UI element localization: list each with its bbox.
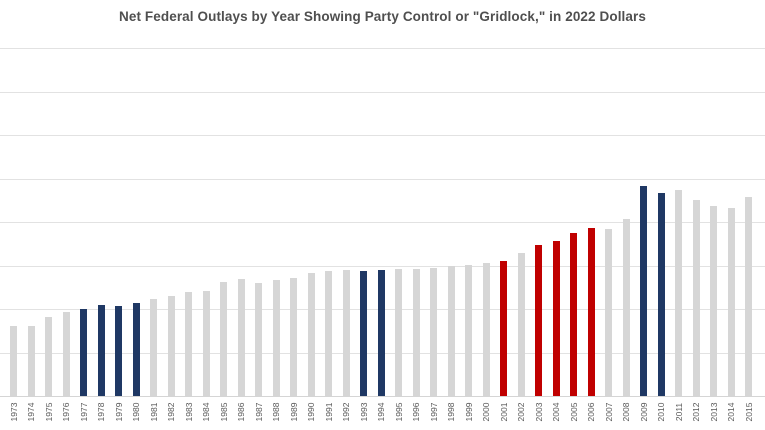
x-axis-label-2014: 2014 (726, 402, 736, 422)
x-axis-label-1991: 1991 (323, 402, 334, 422)
bar-1979 (115, 305, 122, 396)
x-axis-label-1976: 1976 (61, 402, 71, 422)
bar-2001 (500, 260, 507, 396)
bar-2012 (692, 199, 700, 396)
bar-1983 (185, 292, 192, 396)
bar-1994 (377, 270, 385, 396)
x-axis-label-2004: 2004 (551, 402, 561, 422)
x-axis-label-1995: 1995 (393, 402, 404, 422)
x-axis-label-1985: 1985 (218, 402, 229, 422)
bar-2004 (552, 240, 560, 396)
bar-1992 (342, 269, 350, 396)
bar-1997 (430, 268, 437, 396)
bar-1990 (307, 273, 315, 396)
x-axis-label-2015: 2015 (743, 402, 754, 422)
x-axis-label-1980: 1980 (131, 402, 141, 422)
bar-2013 (710, 206, 717, 396)
x-axis-label-1977: 1977 (78, 402, 89, 422)
x-axis-label-1975: 1975 (43, 402, 54, 422)
x-axis-label-1987: 1987 (253, 402, 264, 422)
x-axis-label-1989: 1989 (288, 402, 299, 422)
x-axis-label-1978: 1978 (96, 402, 106, 422)
bar-2015 (745, 196, 752, 396)
bar-2002 (517, 252, 525, 396)
bar-1973 (10, 325, 17, 396)
bar-2005 (570, 233, 577, 396)
bar-1976 (62, 312, 70, 396)
bar-1982 (167, 295, 175, 396)
bar-1974 (27, 325, 35, 396)
gridline (0, 178, 765, 180)
bar-1999 (465, 264, 472, 396)
bar-2006 (587, 227, 595, 396)
x-axis-label-1994: 1994 (376, 402, 386, 422)
x-axis-label-1992: 1992 (341, 402, 351, 422)
bar-2008 (622, 218, 630, 396)
x-axis-label-1984: 1984 (201, 402, 211, 422)
x-axis-label-2006: 2006 (586, 402, 596, 422)
gridline (0, 91, 765, 93)
x-axis-label-2008: 2008 (621, 402, 631, 422)
bar-2003 (535, 245, 542, 396)
bar-2010 (657, 193, 665, 396)
gridline (0, 48, 765, 49)
x-axis-label-1998: 1998 (446, 402, 456, 422)
x-axis-label-1993: 1993 (358, 402, 369, 422)
x-axis-label-2009: 2009 (638, 402, 649, 422)
bar-1984 (202, 291, 210, 396)
x-axis-label-2007: 2007 (603, 402, 614, 422)
x-axis-label-1974: 1974 (26, 402, 36, 422)
bar-1981 (150, 299, 157, 396)
x-axis-label-1986: 1986 (236, 402, 246, 422)
bar-2014 (727, 207, 735, 396)
x-axis-label-2011: 2011 (673, 402, 684, 422)
x-axis-label-2012: 2012 (691, 402, 701, 422)
bar-1985 (220, 282, 227, 396)
x-axis-label-1988: 1988 (271, 402, 281, 422)
bar-1998 (447, 265, 455, 396)
gridline (0, 135, 765, 136)
x-axis-label-1983: 1983 (183, 402, 194, 422)
gridline (0, 222, 765, 223)
x-axis-label-2013: 2013 (708, 402, 719, 422)
bar-1980 (132, 303, 140, 396)
gridline (0, 265, 765, 267)
x-axis-label-1979: 1979 (113, 402, 124, 422)
bar-1986 (237, 279, 245, 396)
bar-2011 (675, 189, 682, 396)
bar-1988 (272, 280, 280, 396)
x-axis-label-1999: 1999 (463, 402, 474, 422)
bar-1977 (80, 308, 87, 396)
x-axis-label-2003: 2003 (533, 402, 544, 422)
x-axis-label-1973: 1973 (8, 402, 19, 422)
bar-1991 (325, 271, 332, 396)
bar-1975 (45, 317, 52, 396)
x-axis-label-1990: 1990 (306, 402, 316, 422)
x-axis-label-2005: 2005 (568, 402, 579, 422)
x-axis-label-1982: 1982 (166, 402, 176, 422)
x-axis-label-1996: 1996 (411, 402, 421, 422)
chart-title: Net Federal Outlays by Year Showing Part… (119, 9, 646, 24)
x-axis-line (0, 396, 765, 397)
x-axis-label-2000: 2000 (481, 402, 491, 422)
bar-1993 (360, 271, 367, 396)
x-axis-label-1981: 1981 (148, 402, 159, 422)
x-axis-label-2010: 2010 (656, 402, 666, 422)
bar-1996 (412, 268, 420, 396)
bar-2009 (640, 185, 647, 396)
bar-1978 (97, 305, 105, 396)
bar-1989 (290, 277, 297, 396)
x-axis-label-1997: 1997 (428, 402, 439, 422)
x-axis-label-2001: 2001 (498, 402, 509, 422)
bar-2000 (482, 262, 490, 396)
bar-1987 (255, 282, 262, 396)
x-axis-label-2002: 2002 (516, 402, 526, 422)
bar-2007 (605, 228, 612, 396)
bar-1995 (395, 268, 402, 396)
